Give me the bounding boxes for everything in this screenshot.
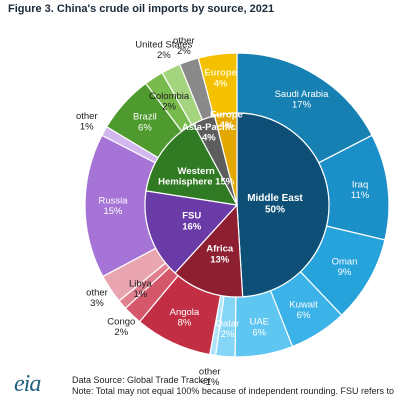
outer-label-saudi-arabia-0-label: Saudi Arabia xyxy=(275,89,330,100)
outer-label-brazil-13-value: 6% xyxy=(138,122,152,133)
inner-label-asia-pacific-value: 4% xyxy=(202,133,216,144)
inner-label-western-hemisphere-label: Western xyxy=(178,166,216,177)
inner-label-western-hemisphere-value: Hemisphere 15% xyxy=(158,176,235,187)
figure-title: Figure 3. China's crude oil imports by s… xyxy=(8,3,275,15)
outer-label-other-10-value: 3% xyxy=(90,298,104,309)
outer-label-other-12-value: 1% xyxy=(80,122,94,133)
eia-logo: eia xyxy=(14,371,41,397)
outer-label-other-16-value: 2% xyxy=(177,46,191,57)
outer-ring xyxy=(84,52,390,358)
outer-label-angola-7-label: Angola xyxy=(170,307,200,318)
inner-slice-middle-east-0 xyxy=(236,112,330,298)
outer-label-united-states-15-value: 2% xyxy=(157,50,171,61)
inner-label-fsu-value: 16% xyxy=(182,221,202,232)
outer-label-colombia-14-value: 2% xyxy=(162,102,176,113)
outer-label-oman-2-value: 9% xyxy=(338,267,352,278)
inner-ring xyxy=(144,112,330,298)
outer-label-russia-11-value: 15% xyxy=(103,206,123,217)
outer-label-europe-17-label: Europe xyxy=(204,68,237,79)
outer-label-united-states-15-label: United States xyxy=(135,39,192,50)
inner-label-asia-pacific-label: Asia-Pacific xyxy=(182,122,236,133)
outer-label-other-10-label: other xyxy=(86,288,108,299)
outer-label-libya-9-label: Libya xyxy=(129,279,152,290)
outer-label-libya-9-value: 1% xyxy=(133,289,147,300)
outer-label-europe-17-value: 4% xyxy=(214,78,228,89)
outer-label-angola-7-value: 8% xyxy=(178,318,192,329)
outer-label-other-16-label: other xyxy=(173,35,195,46)
outer-label-kuwait-3-label: Kuwait xyxy=(289,299,318,310)
inner-label-middle-east-value: 50% xyxy=(265,204,285,215)
inner-label-africa-value: 13% xyxy=(210,254,230,265)
outer-label-colombia-14-label: Colombia xyxy=(149,91,190,102)
outer-label-other-6-label: other xyxy=(199,366,221,377)
inner-label-middle-east-label: Middle East xyxy=(247,193,303,204)
outer-label-iraq-1-label: Iraq xyxy=(352,180,368,191)
outer-label-qatar-5-value: 2% xyxy=(221,329,235,340)
outer-label-other-12-label: other xyxy=(76,111,98,122)
outer-label-iraq-1-value: 11% xyxy=(351,190,370,201)
inner-slice-western-hemisphere-3 xyxy=(145,123,239,206)
inner-slice-europe-5 xyxy=(213,112,238,206)
inner-label-africa-label: Africa xyxy=(206,244,234,255)
outer-label-congo-8-value: 2% xyxy=(114,327,128,338)
outer-label-uae-4-label: UAE xyxy=(249,317,269,328)
outer-label-oman-2-label: Oman xyxy=(332,256,358,267)
inner-label-europe-value: 4% xyxy=(220,120,234,131)
inner-label-europe-label: Europe xyxy=(210,109,243,120)
inner-slice-fsu-2 xyxy=(144,190,239,274)
outer-label-other-6-value: <1% xyxy=(200,377,220,388)
outer-label-uae-4-value: 6% xyxy=(252,327,266,338)
outer-label-saudi-arabia-0-value: 17% xyxy=(292,99,312,110)
rounding-note: Note: Total may not equal 100% because o… xyxy=(72,386,395,396)
inner-label-fsu-label: FSU xyxy=(182,211,201,222)
data-source-note: Data Source: Global Trade Tracker xyxy=(72,375,212,385)
outer-label-congo-8-label: Congo xyxy=(107,316,135,327)
outer-label-russia-11-label: Russia xyxy=(98,195,128,206)
outer-label-brazil-13-label: Brazil xyxy=(133,112,157,123)
inner-slice-africa-1 xyxy=(174,203,244,298)
outer-label-kuwait-3-value: 6% xyxy=(297,310,311,321)
outer-label-qatar-5-label: Qatar xyxy=(216,318,240,329)
